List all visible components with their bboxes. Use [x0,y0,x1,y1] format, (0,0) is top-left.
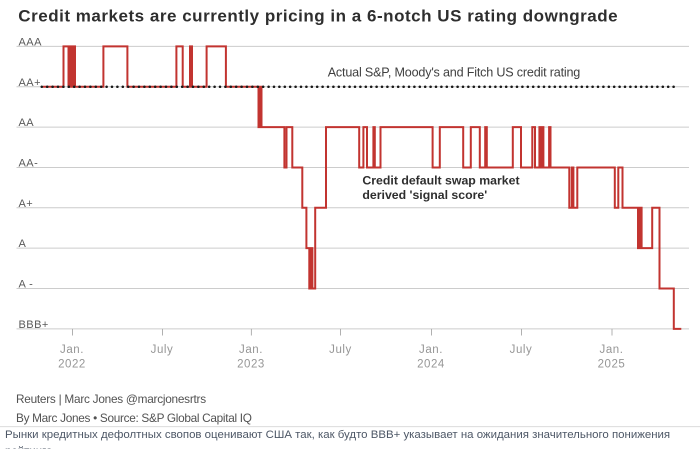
svg-text:AA+: AA+ [19,77,41,89]
svg-text:Credit default swap market: Credit default swap market [362,173,519,187]
svg-text:Рынки кредитных дефолтных своп: Рынки кредитных дефолтных свопов оценива… [5,429,670,441]
svg-text:By Marc Jones • Source: S&P Gl: By Marc Jones • Source: S&P Global Capit… [16,411,252,425]
svg-text:Jan.: Jan. [60,344,84,356]
svg-text:Actual S&P, Moody's and Fitch: Actual S&P, Moody's and Fitch US credit … [328,66,581,80]
svg-text:July: July [510,344,533,356]
svg-text:BBB+: BBB+ [19,319,49,331]
svg-text:Jan.: Jan. [239,344,263,356]
svg-text:Jan.: Jan. [600,344,624,356]
svg-text:Credit markets are currently p: Credit markets are currently pricing in … [18,7,618,26]
svg-text:рейтинга.: рейтинга. [5,446,56,449]
svg-text:A -: A - [19,279,34,291]
svg-text:A+: A+ [19,198,34,210]
svg-text:AA-: AA- [19,157,39,169]
svg-text:July: July [329,344,352,356]
svg-text:derived 'signal score': derived 'signal score' [362,188,487,202]
svg-text:2024: 2024 [417,359,445,371]
svg-text:AAA: AAA [19,36,43,48]
svg-text:2025: 2025 [598,359,626,371]
svg-text:AA: AA [19,117,35,129]
svg-text:July: July [151,344,174,356]
svg-text:Reuters | Marc Jones @marcjone: Reuters | Marc Jones @marcjonesrtrs [16,392,206,406]
svg-text:A: A [19,238,27,250]
svg-text:2023: 2023 [237,359,265,371]
svg-text:2022: 2022 [58,359,86,371]
svg-text:Jan.: Jan. [419,344,443,356]
